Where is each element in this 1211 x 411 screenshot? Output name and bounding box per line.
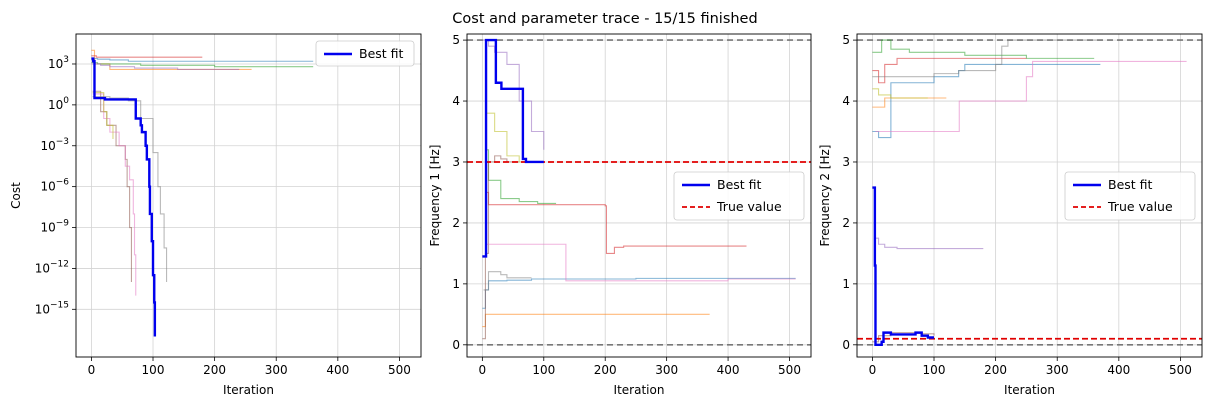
legend-label: Best fit — [717, 177, 762, 192]
axes-frame — [75, 33, 422, 358]
y-tick-label: 10−9 — [40, 219, 69, 235]
best-fit-line — [91, 57, 157, 337]
x-tick-label: 0 — [479, 363, 487, 377]
run-line — [91, 57, 314, 62]
y-axis-label: Frequency 2 [Hz] — [818, 145, 832, 247]
x-axis-label: Iteration — [223, 383, 274, 397]
legend-label: Best fit — [1108, 177, 1153, 192]
legend: Best fit True value — [1064, 171, 1196, 221]
y-tick-label: 3 — [842, 155, 850, 169]
x-tick-label: 300 — [265, 363, 288, 377]
y-tick-label: 10−3 — [40, 137, 69, 153]
y-axis-label: Frequency 1 [Hz] — [428, 145, 442, 247]
run-line — [872, 39, 1101, 78]
y-tick-label: 3 — [452, 155, 460, 169]
x-axis-label: Iteration — [614, 383, 665, 397]
run-line — [485, 149, 557, 204]
y-tick-label: 10−6 — [40, 178, 69, 194]
run-line — [482, 39, 545, 150]
legend-frame — [315, 40, 415, 67]
y-tick-label: 103 — [48, 55, 69, 71]
run-line — [91, 55, 203, 58]
run-line — [482, 313, 710, 328]
legend-label: True value — [1107, 199, 1173, 214]
legend: Best fit — [315, 40, 415, 67]
chart-panel-3: 0 100 200 300 400 500 0 1 2 3 4 5 Iteration Frequency… — [818, 33, 1203, 397]
y-tick-label: 2 — [842, 216, 850, 230]
y-tick-label: 1 — [842, 277, 850, 291]
run-line — [485, 112, 538, 163]
chart-panel-1: 0 100 200 300 400 500 103 100 10−3 10−6 10−9 10−12 1… — [9, 33, 422, 397]
run-line — [92, 93, 137, 296]
run-line — [875, 237, 984, 250]
run-line — [91, 62, 314, 68]
y-tick-label: 5 — [842, 33, 850, 47]
x-tick-label: 200 — [594, 363, 617, 377]
y-tick-label: 1 — [452, 277, 460, 291]
x-tick-label: 300 — [1046, 363, 1069, 377]
run-line — [92, 92, 114, 139]
run-line — [872, 63, 1101, 139]
y-tick-label: 0 — [452, 338, 460, 352]
y-tick-label: 0 — [842, 338, 850, 352]
run-line — [875, 60, 1187, 133]
x-tick-label: 400 — [1107, 363, 1130, 377]
x-tick-label: 200 — [984, 363, 1007, 377]
run-line — [872, 88, 928, 99]
best-fit-line — [482, 38, 544, 258]
run-line — [482, 155, 520, 340]
run-line — [872, 39, 1095, 59]
x-tick-label: 0 — [88, 363, 96, 377]
x-tick-label: 100 — [532, 363, 555, 377]
axes-frame — [856, 33, 1203, 358]
figure-title: Cost and parameter trace - 15/15 finishe… — [452, 11, 757, 27]
x-tick-label: 500 — [388, 363, 411, 377]
legend-label: True value — [716, 199, 782, 214]
x-axis-label: Iteration — [1004, 383, 1055, 397]
run-line — [872, 97, 947, 108]
y-tick-label: 5 — [452, 33, 460, 47]
run-line — [91, 63, 240, 70]
legend-label: Best fit — [359, 46, 404, 61]
x-tick-label: 300 — [655, 363, 678, 377]
plot-area — [467, 38, 811, 346]
x-tick-label: 500 — [778, 363, 801, 377]
x-tick-label: 500 — [1169, 363, 1192, 377]
run-line — [482, 277, 796, 309]
plot-area — [91, 49, 314, 337]
axes-frame — [466, 33, 812, 358]
run-line — [485, 243, 796, 282]
x-tick-label: 100 — [142, 363, 165, 377]
plot-area — [857, 39, 1202, 347]
x-tick-label: 400 — [326, 363, 349, 377]
y-tick-label: 4 — [842, 94, 850, 108]
chart-panel-2: 0 100 200 300 400 500 0 1 2 3 4 5 Iteration Frequency… — [428, 33, 812, 397]
y-axis-label: Cost — [9, 182, 23, 209]
y-tick-label: 4 — [452, 94, 460, 108]
run-line — [872, 57, 1027, 84]
run-line — [483, 271, 532, 291]
best-fit-line — [872, 186, 935, 347]
y-tick-label: 100 — [48, 96, 69, 112]
x-tick-label: 200 — [203, 363, 226, 377]
legend: Best fit True value — [673, 171, 805, 221]
x-tick-label: 100 — [923, 363, 946, 377]
x-tick-label: 400 — [717, 363, 740, 377]
run-line — [485, 191, 747, 254]
y-tick-label: 2 — [452, 216, 460, 230]
y-tick-label: 10−12 — [35, 259, 69, 275]
x-tick-label: 0 — [869, 363, 877, 377]
run-line — [92, 96, 168, 283]
y-tick-label: 10−15 — [35, 300, 69, 316]
